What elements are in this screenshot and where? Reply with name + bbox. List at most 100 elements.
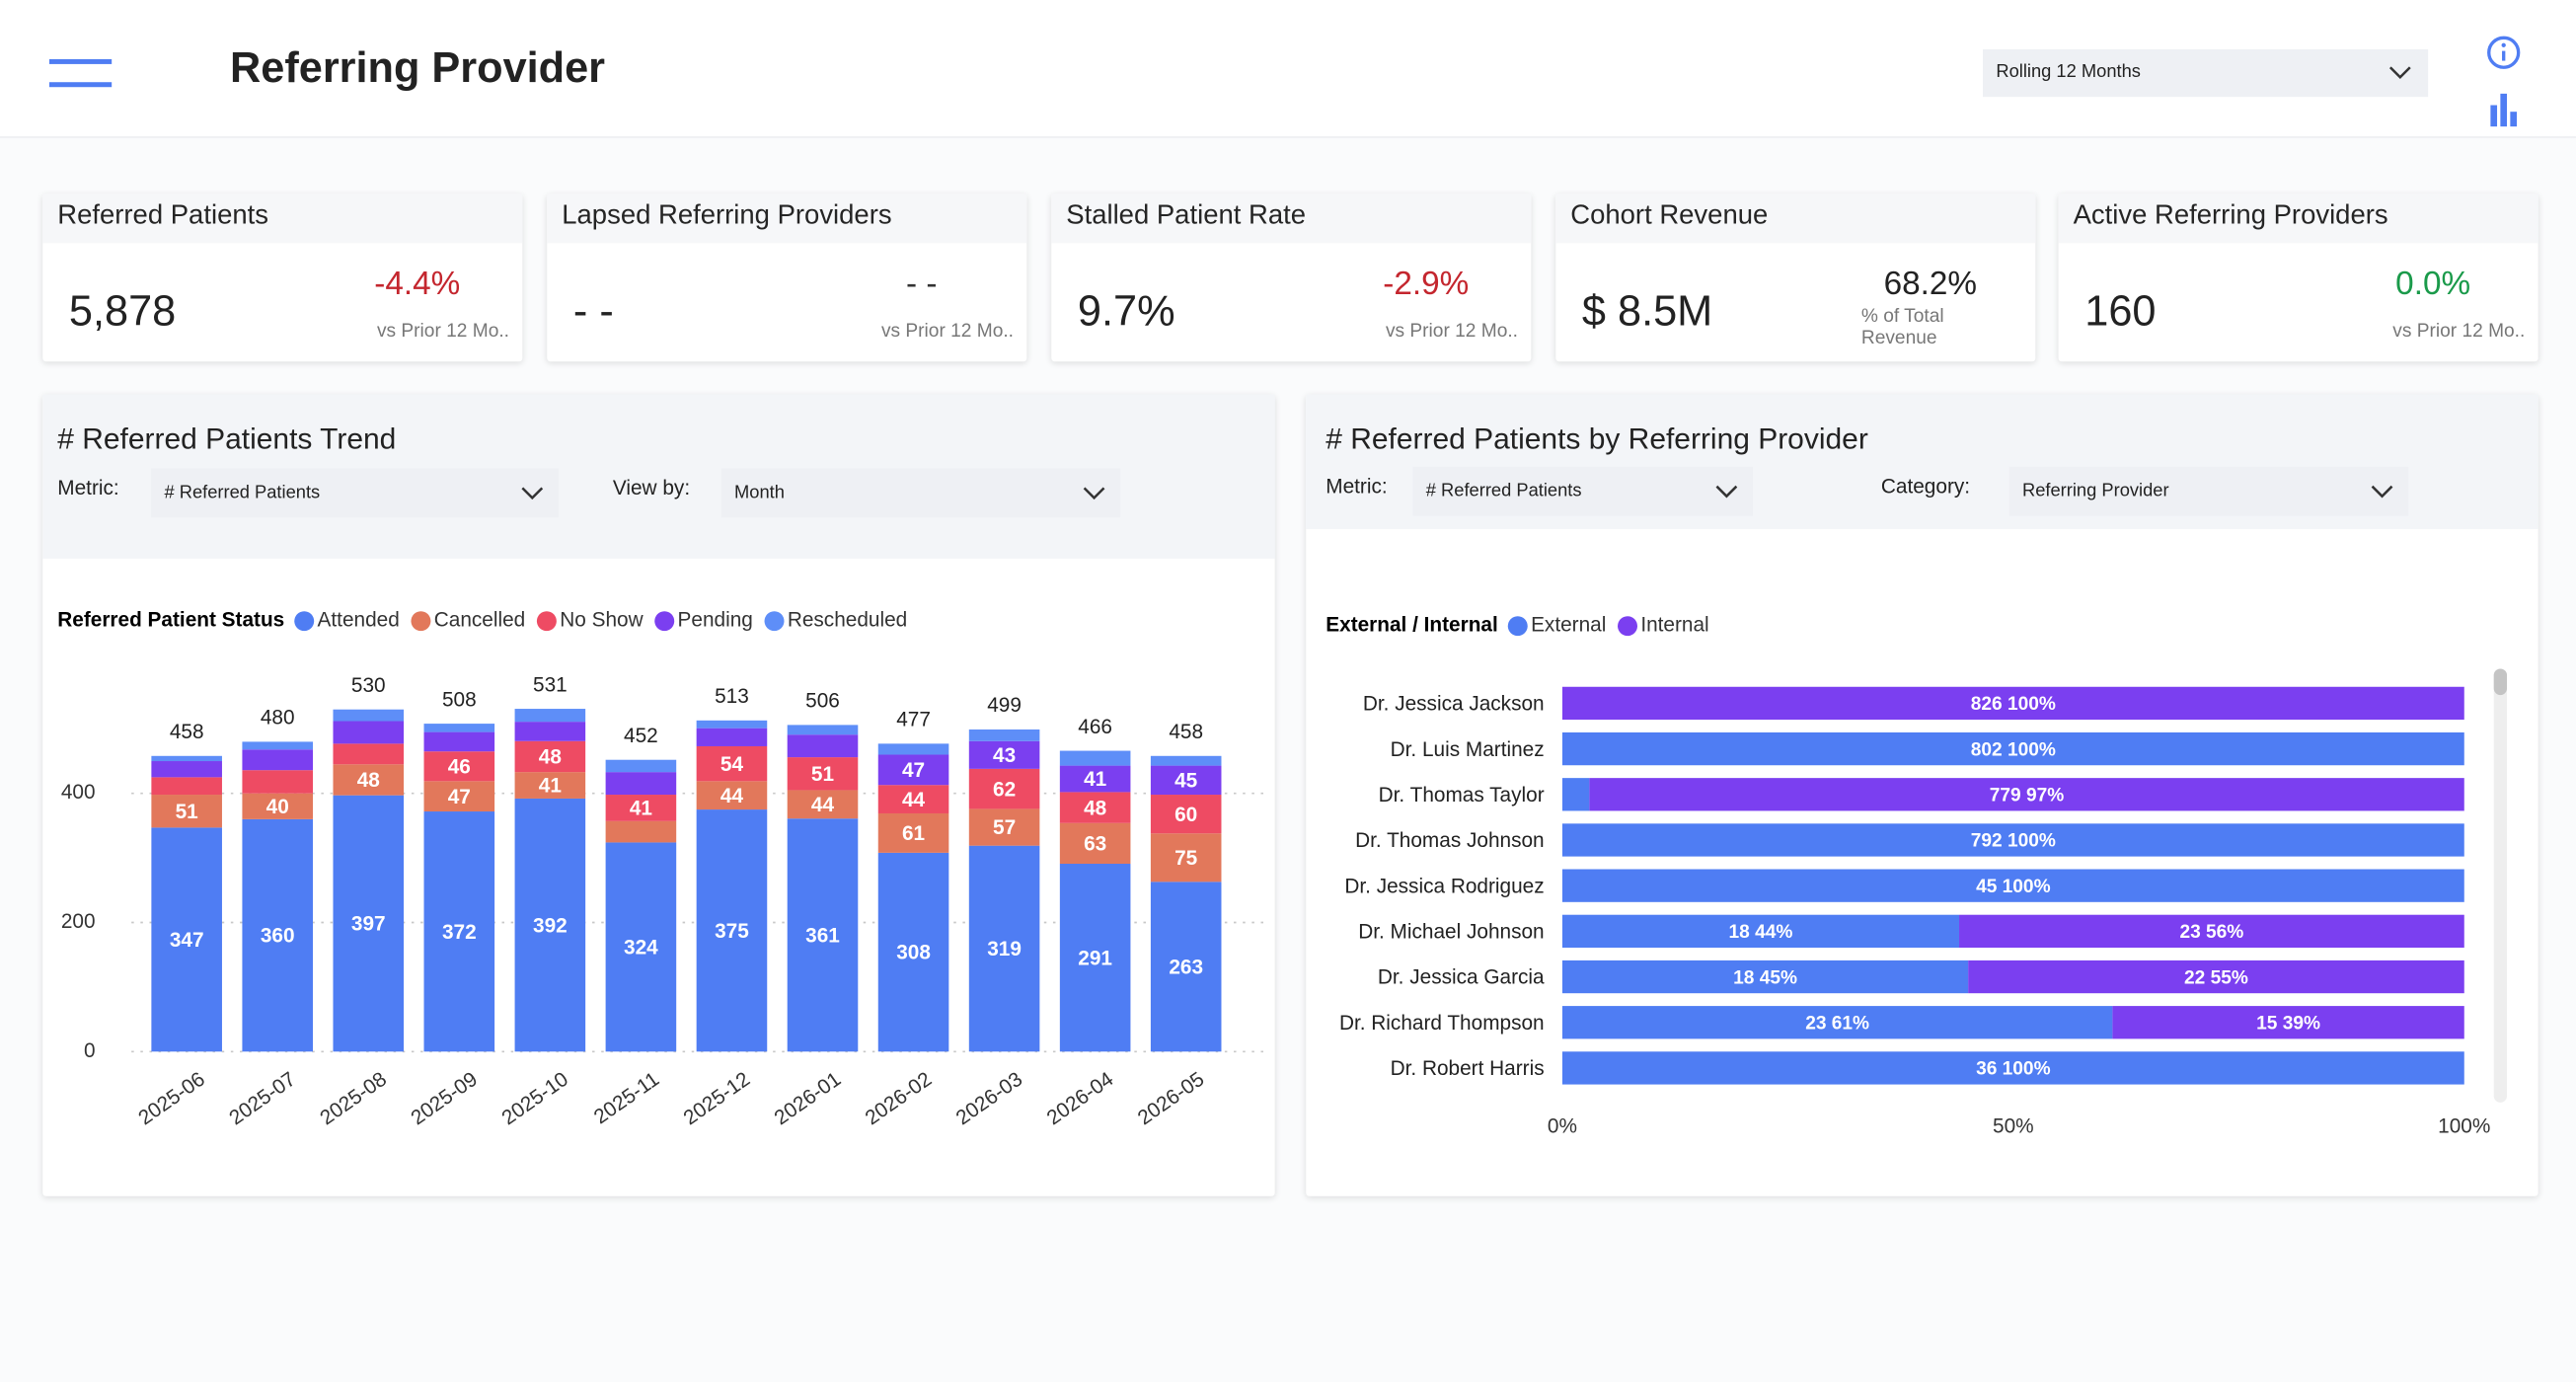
period-value: Rolling 12 Months <box>1996 62 2141 83</box>
kpi-value: $ 8.5M <box>1581 285 1713 336</box>
segment-label: 23 61% <box>1805 1013 1869 1034</box>
segment-label: 48 <box>357 769 380 792</box>
bar-segment <box>696 720 768 729</box>
segment-label: 372 <box>442 921 477 944</box>
total-label: 458 <box>1169 721 1203 743</box>
segment-label: 319 <box>987 938 1022 960</box>
dropdown[interactable]: # Referred Patients <box>1412 466 1754 516</box>
control-label: Metric: <box>1326 475 1388 499</box>
bar-segment <box>1059 822 1131 864</box>
segment-label: 63 <box>1084 833 1106 856</box>
bar-segment <box>514 798 586 1052</box>
x-tick-label: 50% <box>1993 1114 2034 1137</box>
bar-segment <box>877 743 949 755</box>
info-icon[interactable] <box>2487 36 2521 69</box>
legend-title: External / Internal <box>1326 614 1498 637</box>
bar-segment <box>1059 765 1131 793</box>
segment-label: 41 <box>1084 768 1106 791</box>
segment-label: 802 100% <box>1971 739 2056 760</box>
x-tick-label: 2026-03 <box>952 1068 1027 1130</box>
dropdown[interactable]: Month <box>720 468 1121 518</box>
x-tick-label: 2026-04 <box>1043 1068 1118 1130</box>
chart-icon[interactable] <box>2490 93 2518 127</box>
kpi-head <box>1555 193 2036 244</box>
kpi-value: 5,878 <box>68 285 177 336</box>
segment-label: 40 <box>266 796 289 818</box>
bar-segment <box>787 757 859 791</box>
scrollbar-thumb <box>2493 668 2508 696</box>
segment-label: 44 <box>720 785 744 807</box>
total-label: 530 <box>351 674 386 697</box>
header: Referring Provider Rolling 12 Months <box>0 0 2576 138</box>
page-title: Referring Provider <box>230 42 606 93</box>
kpi-title: Active Referring Providers <box>2073 200 2388 231</box>
total-label: 506 <box>805 690 840 713</box>
segment-label: 263 <box>1169 956 1203 978</box>
bar-segment <box>968 729 1040 741</box>
bar-segment <box>151 755 222 762</box>
kpi-note: vs Prior 12 Mo.. <box>376 322 509 343</box>
y-tick-label: Dr. Jessica Jackson <box>1363 693 1545 716</box>
bar-segment <box>242 770 314 794</box>
kpi-note: vs Prior 12 Mo.. <box>1385 322 1518 343</box>
bar-segment <box>423 781 495 812</box>
dropdown-value: # Referred Patients <box>1425 481 1582 501</box>
menu-icon[interactable] <box>46 56 115 93</box>
bar-segment <box>242 749 314 771</box>
bar-segment <box>696 809 768 1052</box>
bar-segment <box>1561 731 2464 766</box>
dropdown[interactable]: # Referred Patients <box>151 468 559 518</box>
segment-label: 62 <box>993 778 1016 801</box>
bar-segment <box>605 842 677 1052</box>
bar-segment <box>1150 882 1222 1052</box>
bar-segment <box>1561 823 2464 857</box>
kpi-card: Active Referring Providers 160 0.0% vs Prio… <box>2058 193 2538 362</box>
dropdown[interactable]: Referring Provider <box>2008 466 2409 516</box>
segment-label: 23 56% <box>2179 922 2243 943</box>
segment-label: 57 <box>993 816 1016 839</box>
bar-segment <box>696 781 768 810</box>
kpi-note: vs Prior 12 Mo.. <box>880 322 1014 343</box>
segment-label: 15 39% <box>2256 1013 2320 1034</box>
legend-label: Cancelled <box>434 609 525 632</box>
x-tick-label: 2025-06 <box>134 1068 209 1130</box>
bar-segment <box>2112 1006 2464 1039</box>
x-tick-label: 2025-11 <box>590 1068 663 1129</box>
y-tick-label: Dr. Jessica Garcia <box>1378 966 1545 989</box>
bar-segment <box>1561 914 1960 949</box>
bar-segment <box>1150 765 1222 796</box>
bar-segment <box>151 777 222 796</box>
bar-segment <box>514 709 586 723</box>
dropdown-value: # Referred Patients <box>164 483 321 503</box>
segment-label: 18 44% <box>1729 922 1793 943</box>
x-tick-label: 2025-10 <box>497 1068 572 1130</box>
bar-segment <box>787 734 859 758</box>
kpi-head <box>2058 193 2538 244</box>
x-tick-label: 2026-05 <box>1134 1068 1209 1130</box>
segment-label: 51 <box>811 763 834 786</box>
bar-segment <box>605 820 677 843</box>
x-tick-label: 2025-12 <box>679 1068 754 1130</box>
bar-segment <box>968 768 1040 809</box>
kpi-change: 0.0% <box>2395 266 2471 303</box>
control-label: Category: <box>1880 475 1971 499</box>
bar-segment <box>423 751 495 782</box>
segment-label: 779 97% <box>1990 786 2065 806</box>
period-dropdown[interactable]: Rolling 12 Months <box>1983 48 2429 98</box>
bar-segment <box>1561 686 2464 721</box>
bar-segment <box>787 818 859 1052</box>
total-label: 499 <box>987 694 1022 717</box>
bar-segment <box>333 795 405 1052</box>
bar-segment <box>1561 1051 2464 1085</box>
segment-label: 308 <box>896 942 931 964</box>
kpi-card: Lapsed Referring Providers - - - - vs Prior… <box>547 193 1027 362</box>
bar-segment <box>1589 778 2464 811</box>
legend-marker <box>536 611 557 632</box>
segment-label: 51 <box>176 801 198 823</box>
segment-label: 291 <box>1078 947 1112 969</box>
bar-segment <box>787 790 859 819</box>
bar-segment <box>1059 792 1131 823</box>
kpi-note: % of Total Revenue <box>1860 307 1944 348</box>
control-label: Metric: <box>57 476 119 500</box>
